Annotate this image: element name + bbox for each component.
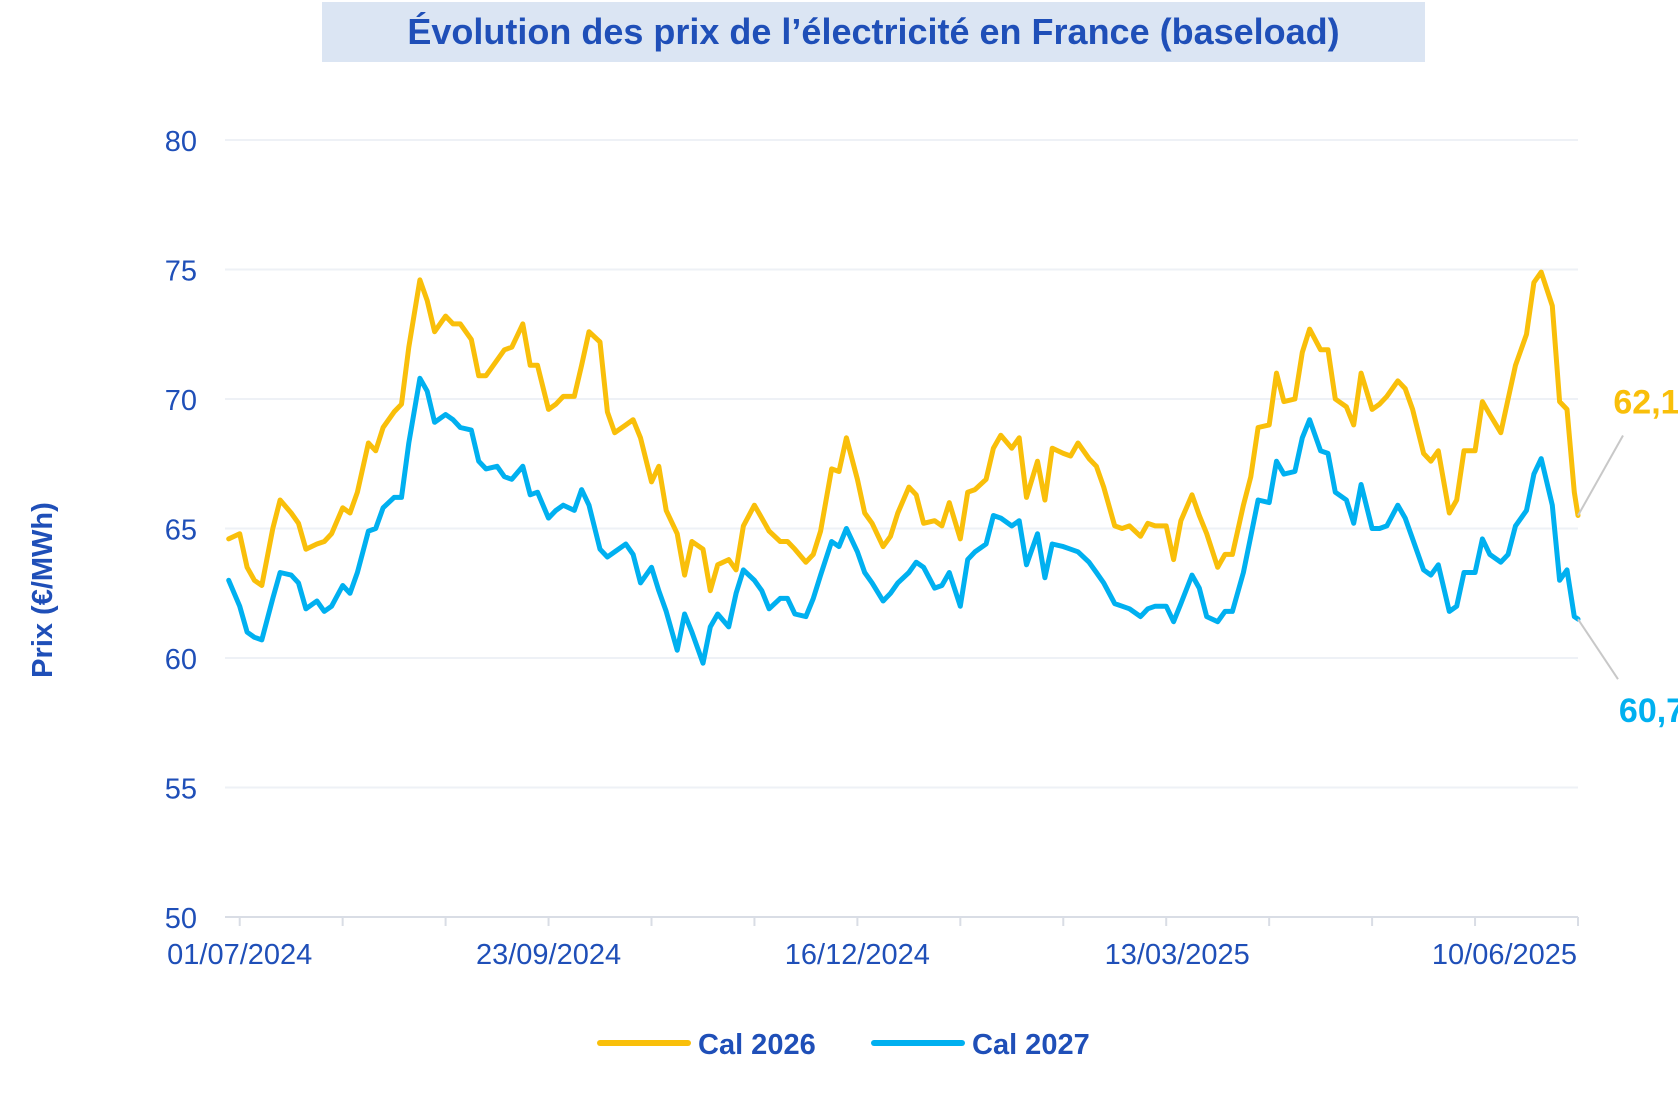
y-axis-ticks: 50 55 60 65 70 75 80 <box>165 126 197 935</box>
end-labels: 62,11 60,7 <box>1577 384 1678 730</box>
end-label: 60,7 <box>1619 692 1678 730</box>
x-tick-label: 01/07/2024 <box>167 939 312 971</box>
series-lines <box>226 269 1581 666</box>
legend-label: Cal 2027 <box>972 1029 1090 1061</box>
series-line-cal-2026 <box>226 269 1581 594</box>
y-tick-label: 70 <box>165 385 197 417</box>
y-axis-title: Prix (€/MWh) <box>27 502 59 678</box>
y-tick-label: 55 <box>165 774 197 806</box>
end-label-leader <box>1577 618 1619 680</box>
legend-label: Cal 2026 <box>698 1029 816 1061</box>
grid-lines <box>225 139 1578 789</box>
series-line-cal-2027 <box>226 375 1581 666</box>
chart-title: Évolution des prix de l’électricité en F… <box>407 11 1340 52</box>
x-axis-ticks: 01/07/2024 23/09/2024 16/12/2024 13/03/2025… <box>167 939 1577 971</box>
x-axis <box>225 916 1579 926</box>
y-tick-label: 50 <box>165 903 197 935</box>
x-tick-label: 16/12/2024 <box>785 939 930 971</box>
legend: Cal 2026 Cal 2027 <box>597 1029 1090 1061</box>
y-tick-label: 60 <box>165 644 197 676</box>
y-tick-label: 75 <box>165 256 197 288</box>
y-axis-title-group: Prix (€/MWh) <box>27 502 59 678</box>
x-tick-label: 23/09/2024 <box>476 939 621 971</box>
end-label-leader <box>1577 435 1624 517</box>
end-label: 62,11 <box>1613 384 1678 422</box>
y-tick-label: 65 <box>165 515 197 547</box>
x-tick-label: 10/06/2025 <box>1432 939 1577 971</box>
y-tick-label: 80 <box>165 126 197 158</box>
x-tick-label: 13/03/2025 <box>1105 939 1250 971</box>
chart-title-box: Évolution des prix de l’électricité en F… <box>322 2 1425 62</box>
